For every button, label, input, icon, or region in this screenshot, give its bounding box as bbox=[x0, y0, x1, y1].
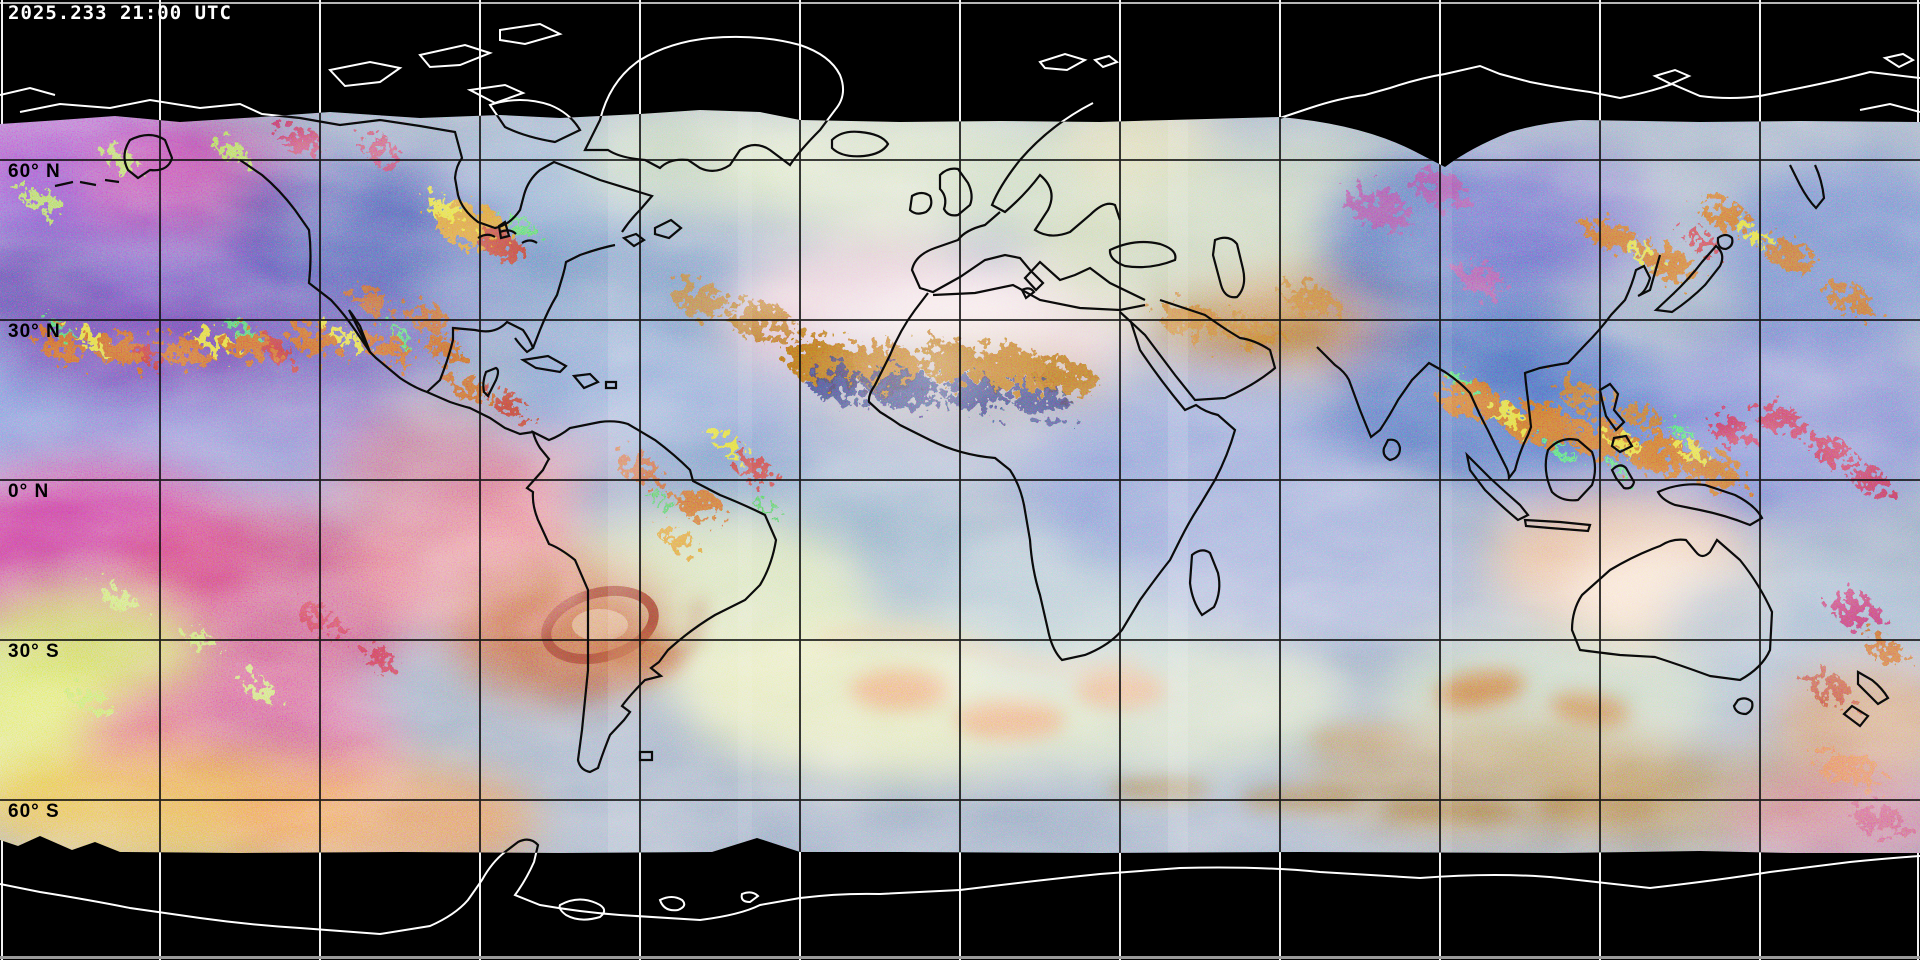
latitude-label-60s: 60° S bbox=[8, 801, 60, 822]
timestamp-label: 2025.233 21:00 UTC bbox=[8, 2, 232, 24]
latitude-label-30n: 30° N bbox=[8, 321, 61, 342]
latitude-label-0n: 0° N bbox=[8, 481, 50, 502]
latitude-label-30s: 30° S bbox=[8, 641, 60, 662]
bottom-border bbox=[0, 956, 1920, 959]
latitude-label-60n: 60° N bbox=[8, 161, 61, 182]
